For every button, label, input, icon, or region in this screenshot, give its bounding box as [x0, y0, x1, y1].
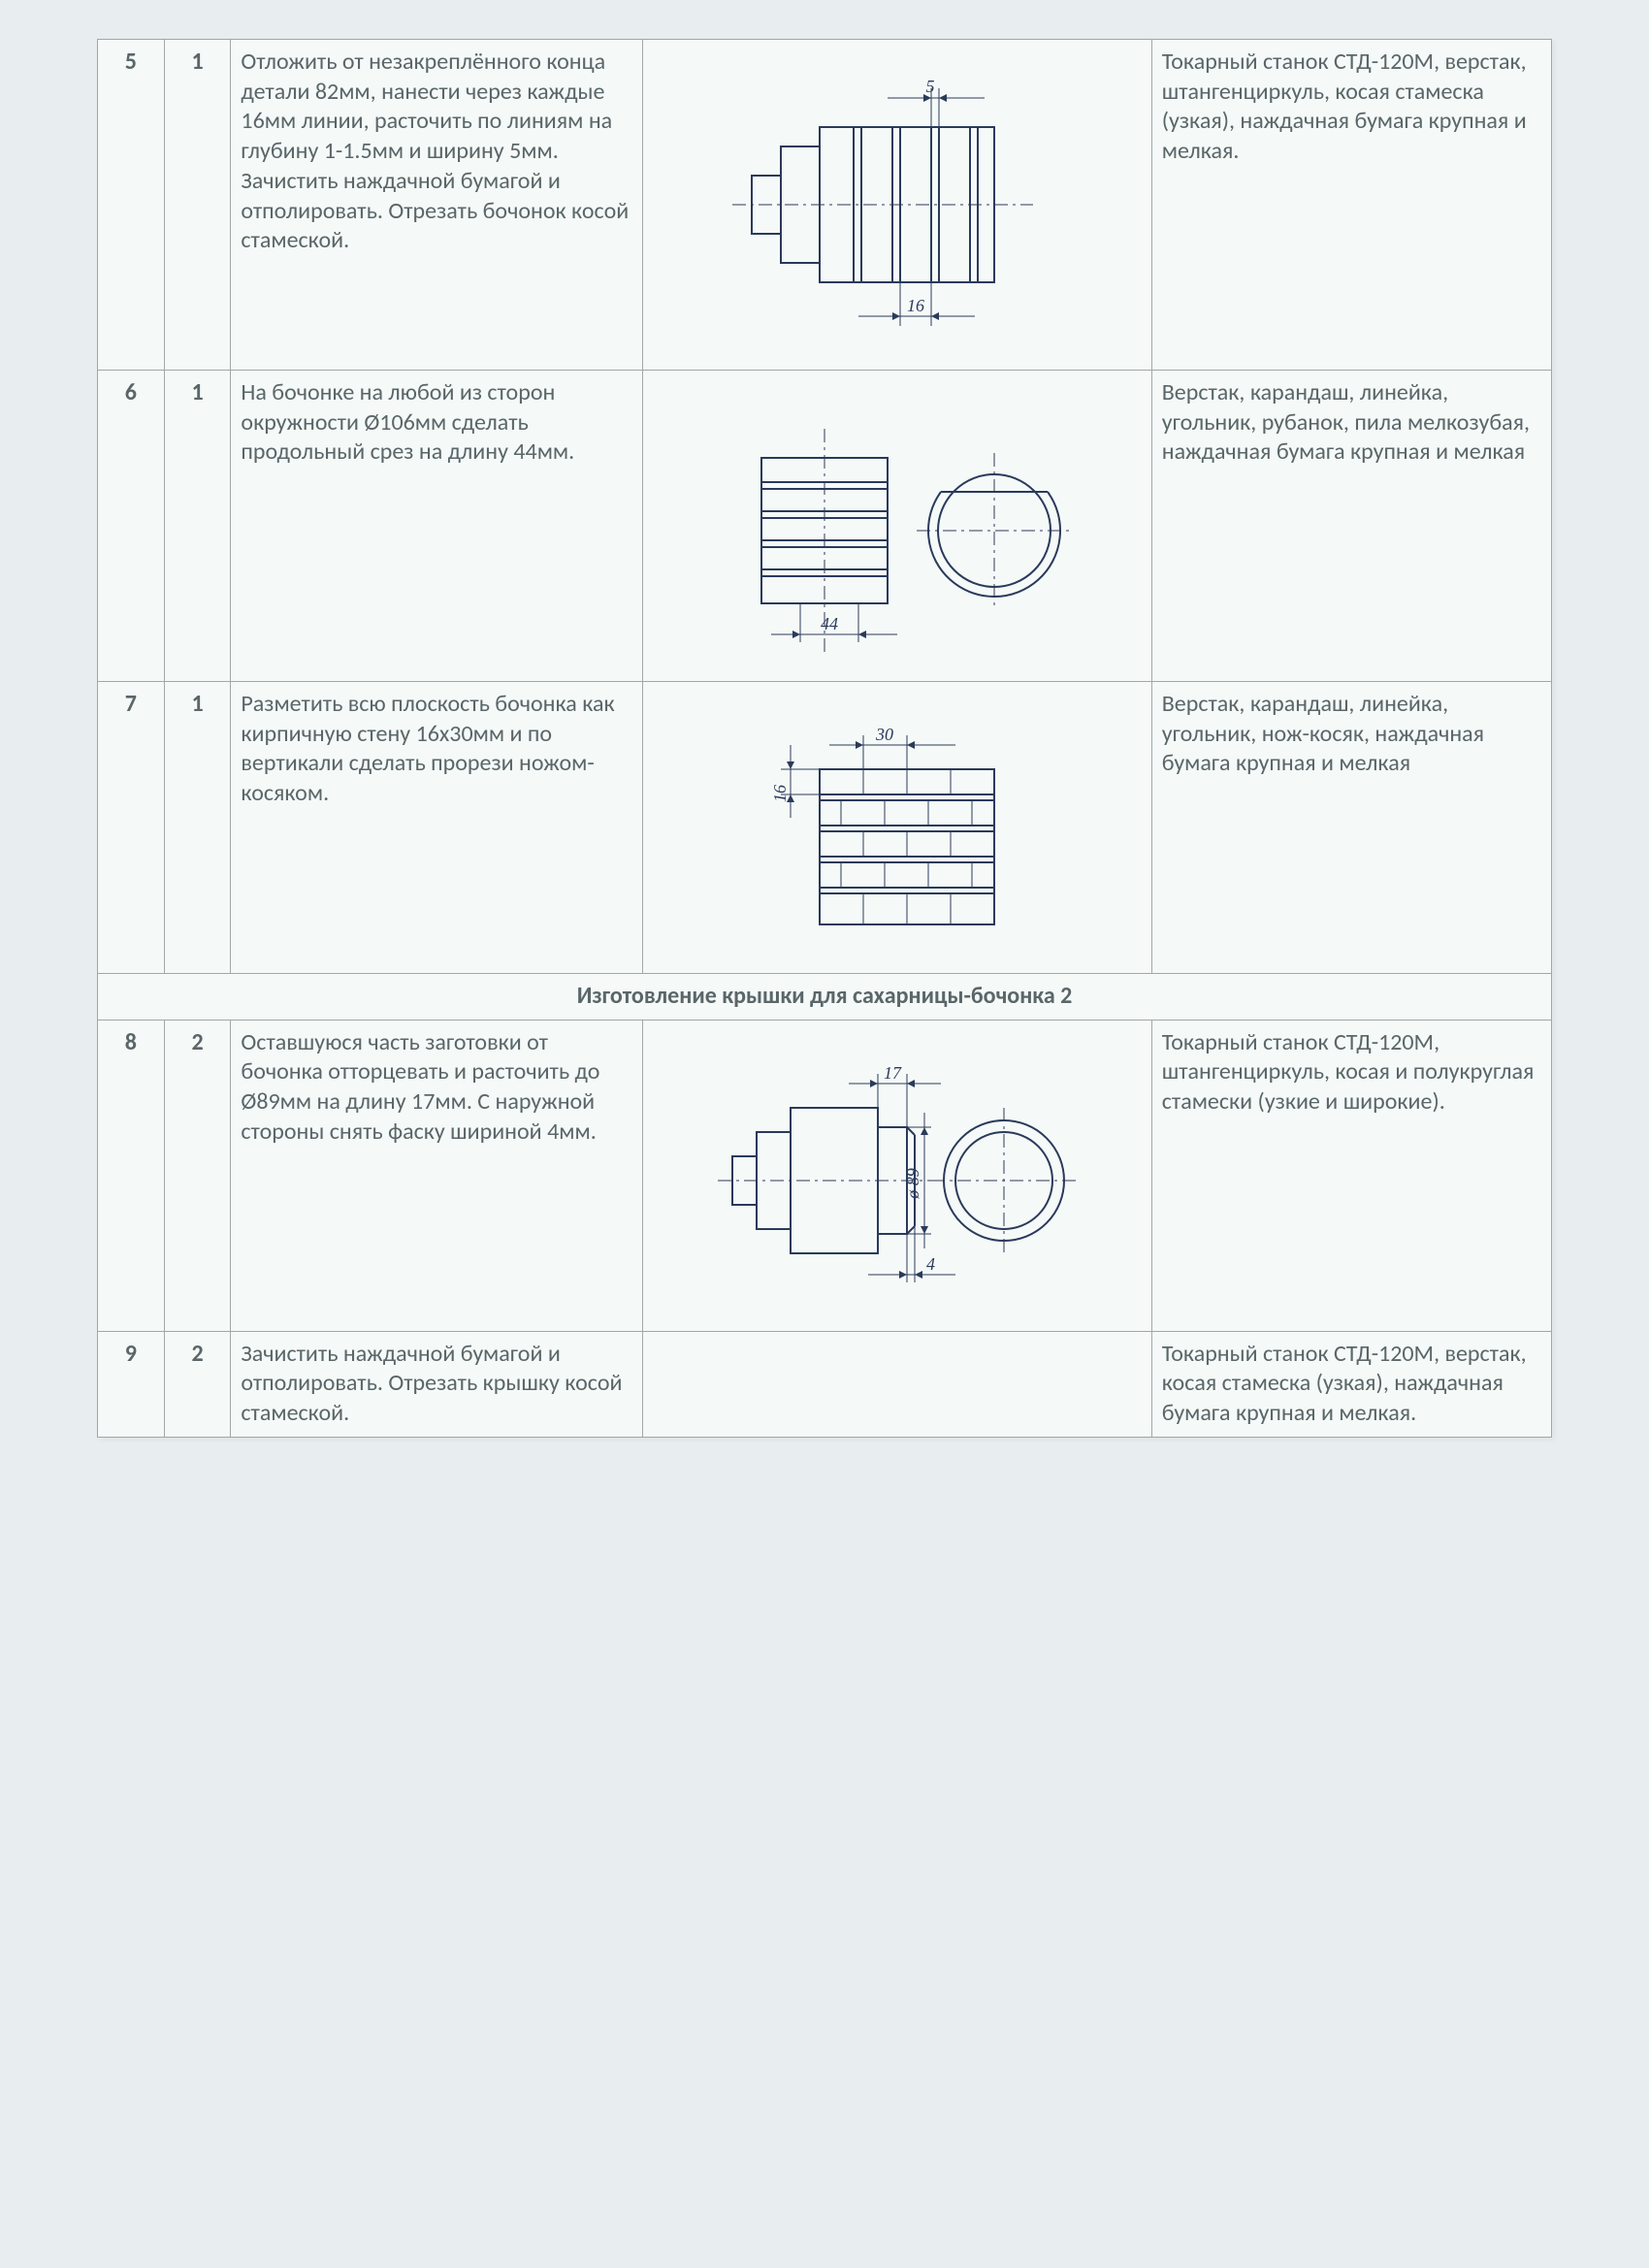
table-row: 92Зачистить наждачной бумагой и отполиро…: [98, 1331, 1552, 1437]
operation-description: На бочонке на любой из сторон окружности…: [231, 371, 643, 682]
table-row: 82Оставшуюся часть заготовки от бочонка …: [98, 1020, 1552, 1331]
technical-drawing: 30 16: [643, 682, 1152, 974]
part-number: 1: [164, 682, 231, 974]
scanned-page: 51Отложить от незакреплённого конца дета…: [97, 39, 1552, 1438]
section-header-text: Изготовление крышки для сахарницы-бочонк…: [98, 974, 1552, 1021]
part-number: 1: [164, 371, 231, 682]
table-row: 51Отложить от незакреплённого конца дета…: [98, 40, 1552, 371]
part-number: 2: [164, 1020, 231, 1331]
step-number: 5: [98, 40, 165, 371]
table-row: 71Разметить всю плоскость бочонка как ки…: [98, 682, 1552, 974]
step-number: 9: [98, 1331, 165, 1437]
svg-text:16: 16: [770, 785, 790, 802]
svg-text:44: 44: [821, 614, 838, 633]
step-number: 8: [98, 1020, 165, 1331]
operation-description: Разметить всю плоскость бочонка как кирп…: [231, 682, 643, 974]
operation-description: Оставшуюся часть заготовки от бочонка от…: [231, 1020, 643, 1331]
tools-list: Верстак, карандаш, линейка, угольник, ру…: [1151, 371, 1551, 682]
tools-list: Токарный станок СТД-120М, штангенциркуль…: [1151, 1020, 1551, 1331]
step-number: 7: [98, 682, 165, 974]
section-header-row: Изготовление крышки для сахарницы-бочонк…: [98, 974, 1552, 1021]
table-row: 61На бочонке на любой из сторон окружнос…: [98, 371, 1552, 682]
technical-drawing: 5 16: [643, 40, 1152, 371]
tools-list: Токарный станок СТД-120М, верстак, косая…: [1151, 1331, 1551, 1437]
part-number: 2: [164, 1331, 231, 1437]
technical-drawing: 17 ø 89 4: [643, 1020, 1152, 1331]
svg-text:ø 89: ø 89: [903, 1168, 922, 1200]
technical-drawing: [643, 1331, 1152, 1437]
tools-list: Верстак, карандаш, линейка, угольник, но…: [1151, 682, 1551, 974]
operation-description: Зачистить наждачной бумагой и отполирова…: [231, 1331, 643, 1437]
svg-text:30: 30: [875, 725, 893, 744]
svg-text:4: 4: [926, 1254, 935, 1274]
technical-drawing: 44: [643, 371, 1152, 682]
operation-description: Отложить от незакреплённого конца детали…: [231, 40, 643, 371]
svg-text:16: 16: [907, 296, 924, 315]
step-number: 6: [98, 371, 165, 682]
process-table: 51Отложить от незакреплённого конца дета…: [97, 39, 1552, 1438]
svg-text:5: 5: [925, 77, 934, 96]
part-number: 1: [164, 40, 231, 371]
tools-list: Токарный станок СТД-120М, верстак, штанг…: [1151, 40, 1551, 371]
svg-text:17: 17: [884, 1063, 902, 1083]
